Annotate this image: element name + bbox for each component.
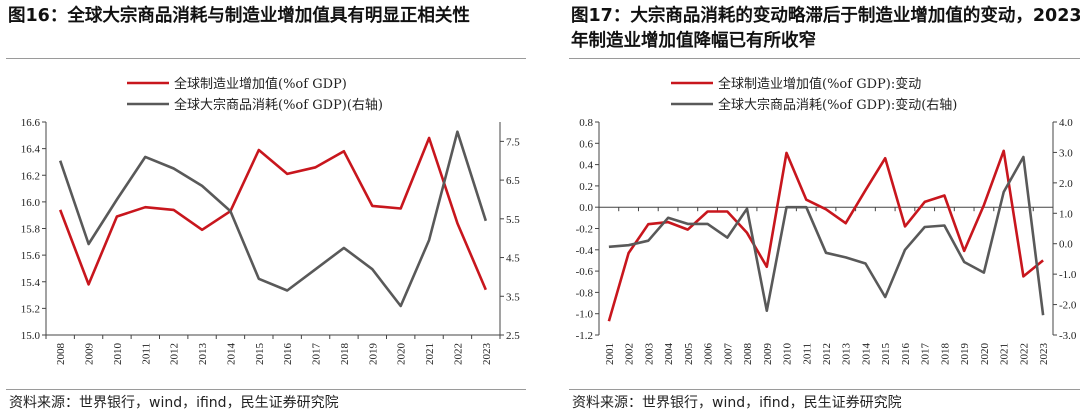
x-tick-label: 2022 (452, 343, 464, 365)
y-tick-label-right: -1.0 (1059, 269, 1077, 281)
x-tick-label: 2018 (339, 343, 351, 366)
legend-label: 全球制造业增加值(%of GDP):变动 (718, 76, 921, 92)
y-tick-label-left: 15.6 (21, 250, 41, 262)
x-tick-label: 2023 (481, 343, 493, 366)
chart-right: -1.2 -1.0 -0.8 -0.6 -0.4 -0.2 0.0 0.2 0.4 0.6 0.8 -… (576, 76, 1077, 366)
y-tick-label-right: 2.5 (506, 330, 520, 342)
x-tick-label: 2001 (604, 343, 616, 365)
x-tick-label: 2016 (900, 343, 912, 366)
y-tick-label-right: 1.0 (1059, 208, 1073, 220)
x-tick-label: 2004 (663, 343, 675, 366)
y-tick-label-left: 0.4 (579, 160, 593, 172)
x-tick-label: 2016 (282, 343, 294, 366)
chart-title: 图16：全球大宗商品消耗与制造业增加值具有明显正相关性 (8, 6, 470, 26)
y-tick-label-right: -2.0 (1059, 300, 1077, 312)
y-tick-label-left: 15.2 (21, 303, 40, 315)
y-tick-label-right: 7.5 (506, 136, 520, 148)
y-tick-label-left: -0.4 (576, 245, 594, 257)
y-tick-label-left: 0.6 (579, 138, 593, 150)
y-tick-label-left: 0.2 (579, 181, 593, 193)
x-tick-label: 2015 (880, 343, 892, 366)
x-tick-label: 2013 (197, 343, 209, 366)
series-line-manufacturing (607, 149, 1044, 322)
x-tick-label: 2019 (959, 343, 971, 366)
x-tick-label: 2008 (742, 343, 754, 366)
y-tick-label-right: 0.0 (1059, 239, 1073, 251)
y-tick-label-right: -3.0 (1059, 330, 1077, 342)
source-note: 资料来源：世界银行，wind，ifind，民生证券研究院 (572, 395, 902, 411)
x-tick-label: 2007 (722, 343, 734, 366)
x-tick-label: 2012 (169, 343, 181, 365)
legend-label: 全球制造业增加值(%of GDP) (174, 76, 347, 92)
y-tick-label-left: 16.2 (21, 170, 40, 182)
x-tick-label: 2012 (821, 343, 833, 365)
y-tick-label-right: 5.5 (506, 214, 520, 226)
divider (6, 58, 526, 59)
x-tick-label: 2014 (225, 343, 237, 366)
x-tick-label: 2021 (424, 343, 436, 365)
y-tick-label-left: 16.4 (21, 144, 41, 156)
chart-panel-left: 图16：全球大宗商品消耗与制造业增加值具有明显正相关性 15.0 15.2 15.4… (0, 0, 530, 417)
x-tick-label: 2020 (396, 343, 408, 366)
x-tick-label: 2021 (999, 343, 1011, 365)
x-tick-label: 2003 (643, 343, 655, 366)
series-line-manufacturing (58, 136, 487, 291)
x-tick-label: 2020 (979, 343, 991, 366)
x-tick-label: 2010 (112, 343, 124, 366)
x-tick-label: 2008 (55, 343, 67, 366)
divider (569, 58, 1080, 59)
x-tick-label: 2017 (920, 343, 932, 366)
x-tick-label: 2013 (841, 343, 853, 366)
x-tick-label: 2006 (703, 343, 715, 366)
x-tick-label: 2011 (140, 343, 152, 365)
chart-left: 15.0 15.2 15.4 15.6 15.8 16.0 16.2 16.4 16.6 2.5 3… (21, 76, 521, 366)
x-tick-label: 2015 (254, 343, 266, 366)
x-tick-label: 2014 (860, 343, 872, 366)
y-tick-label-left: 15.4 (21, 277, 41, 289)
y-tick-label-left: -0.8 (576, 287, 594, 299)
x-tick-label: 2002 (624, 343, 636, 365)
x-tick-label: 2005 (683, 343, 695, 366)
x-tick-label: 2018 (939, 343, 951, 366)
x-tick-label: 2022 (1018, 343, 1030, 365)
divider (6, 389, 526, 390)
chart-title: 图17：大宗商品消耗的变动略滞后于制造业增加值的变动，2023 年制造业增加值降… (571, 6, 1080, 51)
x-tick-label: 2010 (782, 343, 794, 366)
legend-label: 全球大宗商品消耗(%of GDP)(右轴) (174, 97, 383, 113)
x-tick-label: 2019 (367, 343, 379, 366)
y-tick-label-right: 3.5 (506, 291, 520, 303)
y-tick-label-left: -1.2 (576, 330, 593, 342)
y-tick-label-left: -0.6 (576, 266, 594, 278)
y-tick-label-right: 3.0 (1059, 147, 1073, 159)
y-tick-label-left: 0.8 (579, 117, 593, 129)
chart-panel-right: 图17：大宗商品消耗的变动略滞后于制造业增加值的变动，2023 年制造业增加值降… (563, 0, 1080, 417)
y-tick-label-right: 2.0 (1059, 178, 1073, 190)
x-tick-label: 2009 (84, 343, 96, 366)
legend-label: 全球大宗商品消耗(%of GDP):变动(右轴) (718, 97, 957, 113)
y-tick-label-right: 4.5 (506, 253, 520, 265)
y-tick-label-right: 4.0 (1059, 117, 1073, 129)
y-tick-label-left: 15.8 (21, 224, 41, 236)
source-note: 资料来源：世界银行，wind，ifind，民生证券研究院 (9, 395, 339, 411)
x-tick-label: 2009 (762, 343, 774, 366)
y-tick-label-left: 16.0 (21, 197, 41, 209)
y-tick-label-left: 15.0 (21, 330, 41, 342)
series-line-commodity (58, 130, 488, 308)
y-tick-label-left: 16.6 (21, 117, 41, 129)
y-tick-label-right: 6.5 (506, 175, 520, 187)
divider (569, 389, 1080, 390)
y-tick-label-left: -1.0 (576, 309, 594, 321)
x-tick-label: 2017 (311, 343, 323, 366)
x-tick-label: 2023 (1038, 343, 1050, 366)
series-line-commodity (608, 155, 1045, 316)
y-tick-label-left: -0.2 (576, 224, 593, 236)
y-tick-label-left: 0.0 (579, 202, 593, 214)
x-tick-label: 2011 (801, 343, 813, 365)
